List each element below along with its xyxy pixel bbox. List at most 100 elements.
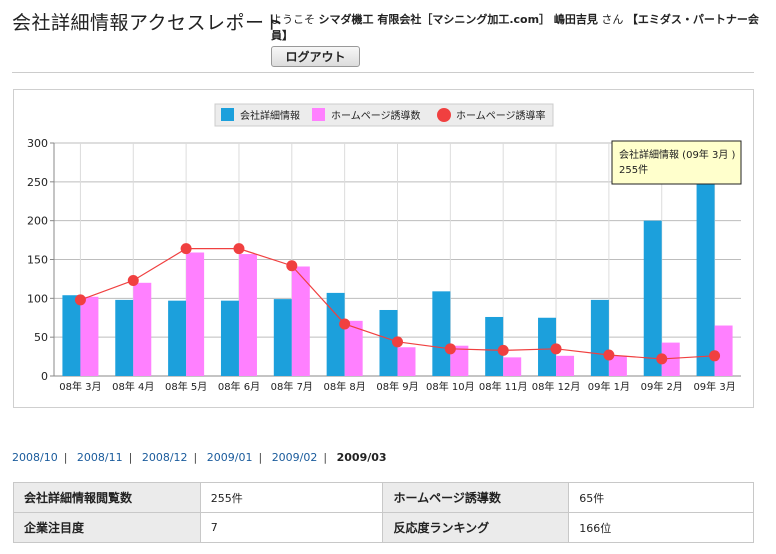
point-homepage-referral-rate	[180, 243, 192, 255]
logout-button[interactable]: ログアウト	[271, 46, 360, 67]
x-tick-label: 09年 1月	[588, 380, 630, 393]
bar-company-detail	[62, 295, 81, 376]
tooltip-box	[611, 140, 742, 185]
bar-company-detail	[379, 309, 398, 376]
point-homepage-referral-rate	[74, 294, 86, 306]
bar-company-detail	[168, 300, 187, 376]
y-tick-label: 150	[27, 254, 48, 267]
bar-homepage-referrals	[661, 342, 680, 376]
bar-homepage-referrals	[714, 325, 733, 376]
bar-company-detail	[538, 317, 557, 376]
legend-box	[214, 103, 554, 127]
point-homepage-referral-rate	[233, 243, 245, 255]
tooltip-title: 会社詳細情報 (09年 3月 )	[619, 148, 736, 161]
y-tick-label: 200	[27, 215, 48, 228]
stat-label: 企業注目度	[13, 512, 201, 543]
point-homepage-referral-rate	[339, 318, 351, 330]
month-link[interactable]: 2009/01	[206, 451, 253, 464]
x-tick-label: 08年 10月	[426, 380, 475, 393]
stat-value: 255件	[199, 482, 384, 513]
x-tick-label: 09年 3月	[693, 380, 735, 393]
legend-swatch-company-detail	[221, 108, 234, 121]
month-link[interactable]: 2008/11	[76, 451, 123, 464]
bar-homepage-referrals	[80, 296, 99, 376]
x-tick-label: 08年 9月	[376, 380, 418, 393]
bar-homepage-referrals	[503, 357, 522, 376]
bar-homepage-referrals	[291, 266, 310, 376]
x-tick-label: 08年 6月	[218, 380, 260, 393]
page-title: 会社詳細情報アクセスレポート	[12, 12, 285, 34]
bar-homepage-referrals	[450, 345, 469, 376]
separator: |	[63, 451, 68, 464]
x-tick-label: 08年 8月	[324, 380, 366, 393]
y-tick-label: 250	[27, 176, 48, 189]
welcome-message: ようこそ シマダ機工 有限会社［マシニング加工.com］ 嶋田吉見 さん 【エミ…	[271, 12, 771, 44]
header-divider	[12, 72, 754, 73]
bar-company-detail	[590, 299, 609, 376]
x-tick-label: 08年 7月	[271, 380, 313, 393]
bar-company-detail	[643, 220, 662, 376]
legend-label: ホームページ誘導率	[456, 109, 546, 122]
bar-homepage-referrals	[238, 254, 257, 376]
bar-company-detail	[432, 291, 451, 376]
legend-label: ホームページ誘導数	[331, 109, 421, 122]
bar-homepage-referrals	[556, 355, 575, 376]
separator: |	[128, 451, 133, 464]
bar-homepage-referrals	[397, 347, 416, 376]
point-homepage-referral-rate	[392, 336, 403, 348]
stat-label: 反応度ランキング	[382, 512, 570, 543]
separator: |	[193, 451, 198, 464]
point-homepage-referral-rate	[550, 343, 562, 355]
legend-label: 会社詳細情報	[240, 109, 300, 122]
bar-company-detail	[485, 316, 504, 376]
tooltip-value: 255件	[619, 164, 648, 176]
x-tick-label: 09年 2月	[641, 380, 683, 393]
month-link[interactable]: 2008/12	[141, 451, 188, 464]
current-month: 2009/03	[336, 451, 387, 464]
honorific: さん	[601, 13, 624, 26]
stat-value: 65件	[568, 482, 754, 513]
point-homepage-referral-rate	[656, 353, 668, 365]
y-tick-label: 0	[41, 370, 48, 383]
y-tick-label: 100	[27, 292, 48, 305]
bar-company-detail	[696, 177, 715, 376]
stat-value: 7	[199, 512, 384, 543]
x-tick-label: 08年 11月	[479, 380, 528, 393]
point-homepage-referral-rate	[286, 260, 298, 272]
bar-homepage-referrals	[133, 282, 152, 376]
x-tick-label: 08年 3月	[59, 380, 101, 393]
bar-homepage-referrals	[344, 320, 363, 376]
month-nav: 2008/10 | 2008/11 | 2008/12 | 2009/01 | 2009…	[12, 451, 387, 464]
x-tick-label: 08年 4月	[112, 380, 154, 393]
point-homepage-referral-rate	[444, 343, 456, 355]
company-name: シマダ機工 有限会社［マシニング加工.com］ 嶋田吉見	[318, 13, 598, 26]
point-homepage-referral-rate	[603, 349, 615, 361]
x-tick-label: 08年 5月	[165, 380, 207, 393]
bar-homepage-referrals	[186, 252, 205, 376]
table-row: 会社詳細情報閲覧数 255件 ホームページ誘導数 65件	[13, 482, 754, 513]
bar-company-detail	[115, 299, 134, 376]
legend-swatch-homepage-referrals	[312, 108, 325, 121]
point-homepage-referral-rate	[127, 274, 139, 286]
point-homepage-referral-rate	[497, 344, 509, 356]
separator: |	[258, 451, 263, 464]
bar-company-detail	[273, 299, 292, 376]
stats-table: 会社詳細情報閲覧数 255件 ホームページ誘導数 65件 企業注目度 7 反応度…	[13, 482, 754, 543]
stat-value: 166位	[568, 512, 754, 543]
bar-company-detail	[220, 300, 239, 376]
table-row: 企業注目度 7 反応度ランキング 166位	[13, 512, 754, 543]
x-tick-label: 08年 12月	[532, 380, 581, 393]
chart-frame	[13, 89, 754, 408]
y-tick-label: 300	[27, 137, 48, 150]
month-link[interactable]: 2009/02	[271, 451, 318, 464]
point-homepage-referral-rate	[709, 350, 721, 362]
y-tick-label: 50	[34, 331, 48, 344]
stat-label: 会社詳細情報閲覧数	[13, 482, 201, 513]
stat-label: ホームページ誘導数	[382, 482, 570, 513]
access-chart: 0 50 100 150 200 250 300 08年 3月 08年 4月 08年 5月 08年 …	[27, 103, 742, 393]
month-link[interactable]: 2008/10	[12, 451, 58, 464]
bar-company-detail	[326, 292, 345, 376]
welcome-prefix: ようこそ	[271, 13, 315, 26]
legend-swatch-line	[437, 108, 451, 122]
separator: |	[323, 451, 328, 464]
